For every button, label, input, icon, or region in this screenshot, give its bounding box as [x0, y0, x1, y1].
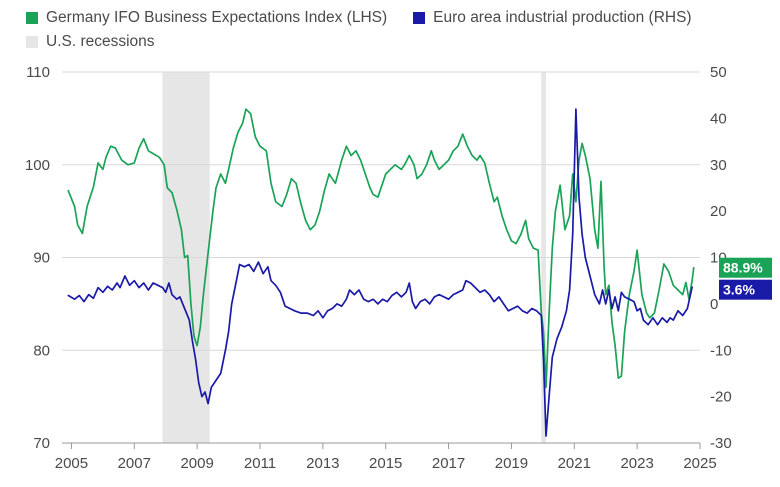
legend-label-ifo: Germany IFO Business Expectations Index …: [46, 9, 388, 26]
x-tick-label: 2025: [683, 455, 716, 472]
x-tick-label: 2005: [55, 455, 88, 472]
gridlines: [62, 71, 700, 444]
x-tick-label: 2021: [558, 455, 591, 472]
right-tick-label: 20: [710, 203, 727, 220]
legend-label-ip: Euro area industrial production (RHS): [433, 9, 692, 26]
end-label-box: [719, 279, 772, 300]
right-tick-label: 40: [710, 110, 727, 127]
legend-item-recession: U.S. recessions: [26, 33, 155, 51]
end-label-ifo: 88.9%: [719, 257, 772, 278]
left-tick-label: 70: [33, 435, 50, 452]
series-line-ifo: [67, 108, 695, 389]
legend-swatch-recession: [26, 36, 38, 48]
right-tick-label: 50: [710, 64, 727, 81]
legend-item-ip: Euro area industrial production (RHS): [413, 9, 692, 27]
x-tick-label: 2023: [620, 455, 653, 472]
legend-item-ifo: Germany IFO Business Expectations Index …: [26, 9, 387, 27]
legend-row-2: U.S. recessions: [26, 30, 718, 54]
x-tick-label: 2009: [180, 455, 213, 472]
x-tick-label: 2007: [118, 455, 151, 472]
left-tick-label: 100: [25, 157, 50, 174]
legend-swatch-ip: [413, 12, 426, 24]
end-labels: 88.9% 3.6%: [719, 257, 772, 300]
legend: Germany IFO Business Expectations Index …: [26, 6, 718, 54]
x-tick-label: 2011: [244, 455, 276, 472]
x-tick-label: 2017: [432, 455, 465, 472]
end-label-text: 3.6%: [723, 282, 755, 298]
legend-label-recession: U.S. recessions: [46, 33, 155, 50]
right-tick-label: -10: [710, 342, 732, 359]
series-line-ip: [67, 108, 693, 437]
legend-row-1: Germany IFO Business Expectations Index …: [26, 6, 718, 30]
end-label-ip: 3.6%: [719, 279, 772, 300]
right-tick-label: -20: [710, 389, 732, 406]
x-tick-label: 2019: [495, 455, 528, 472]
end-label-box: [719, 257, 772, 278]
x-tick-label: 2013: [306, 455, 339, 472]
legend-swatch-ifo: [26, 12, 38, 24]
right-tick-label: 0: [710, 296, 718, 313]
x-axis: 2005 2007 2009 2011 2013 2015 2017 2019 2021 2023…: [55, 443, 717, 472]
left-tick-label: 90: [33, 250, 50, 267]
left-tick-label: 80: [33, 342, 50, 359]
x-tick-label: 2015: [369, 455, 402, 472]
left-axis: 70 80 90 100 110: [25, 64, 50, 452]
series-layer: [67, 108, 695, 437]
end-label-text: 88.9%: [723, 260, 763, 276]
right-tick-label: 30: [710, 157, 727, 174]
left-tick-label: 110: [26, 64, 50, 81]
right-tick-label: -30: [710, 435, 732, 452]
